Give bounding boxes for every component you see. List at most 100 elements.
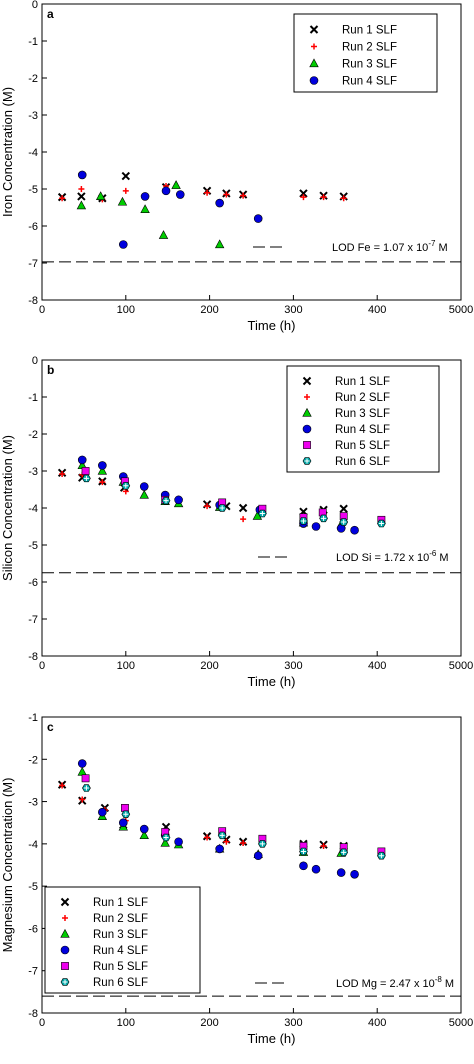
data-point xyxy=(81,467,90,475)
y-axis-label: Magnesium Concentration (M) xyxy=(0,778,15,953)
legend-label: Run 6 SLF xyxy=(335,456,390,468)
legend-marker xyxy=(61,962,69,970)
y-tick-label: -8 xyxy=(28,295,38,307)
panel-c: 0 100 200 300 400 5000 -1 -2 -3 -4 -5 -6 -7 -8 Time (h… xyxy=(0,712,473,1046)
data-point xyxy=(217,831,227,840)
x-tick-label: 0 xyxy=(39,660,45,672)
data-point xyxy=(59,470,66,477)
data-point xyxy=(339,504,348,513)
data-point xyxy=(299,189,308,198)
data-point xyxy=(258,509,267,518)
plot-frame xyxy=(41,716,462,1014)
data-point xyxy=(118,240,128,249)
y-tick-label: -2 xyxy=(28,429,38,441)
data-point xyxy=(350,870,359,879)
y-tick-label: -1 xyxy=(28,36,38,48)
data-point xyxy=(339,518,349,526)
data-point xyxy=(139,824,149,834)
y-tick-label: -8 xyxy=(28,651,38,663)
data-point xyxy=(59,195,66,202)
data-point xyxy=(121,482,131,490)
lod-label: LOD Si = 1.72 x 10-6 M xyxy=(336,549,449,564)
legend-label: Run 4 SLF xyxy=(335,424,390,436)
data-point xyxy=(320,842,327,849)
data-point xyxy=(118,818,128,828)
data-point xyxy=(238,503,248,513)
legend-label: Run 6 SLF xyxy=(93,977,148,989)
x-tick-label: 200 xyxy=(200,660,218,672)
x-tick-label: 100 xyxy=(117,304,135,316)
data-point xyxy=(299,861,308,871)
data-point xyxy=(240,192,247,199)
y-tick-label: -2 xyxy=(28,754,38,766)
data-point xyxy=(97,465,108,475)
legend: Run 1 SLF Run 2 SLF Run 3 SLF Run 4 SLF xyxy=(293,13,438,93)
legend-marker xyxy=(309,58,319,68)
panel-letter: c xyxy=(47,720,54,734)
data-point xyxy=(215,198,224,208)
data-point xyxy=(377,519,386,528)
y-tick-label: 0 xyxy=(32,0,38,11)
data-point xyxy=(76,200,87,210)
data-point xyxy=(82,474,91,483)
data-point xyxy=(121,810,131,819)
y-tick-label: -4 xyxy=(28,503,38,515)
legend-label: Run 4 SLF xyxy=(93,945,148,957)
legend-marker xyxy=(60,897,70,907)
data-point xyxy=(240,516,247,523)
legend-label: Run 1 SLF xyxy=(93,897,148,909)
legend-label: Run 4 SLF xyxy=(342,76,397,88)
data-point xyxy=(98,461,107,470)
x-tick-label: 5000 xyxy=(449,1017,473,1029)
x-tick-label: 100 xyxy=(117,660,135,672)
data-point xyxy=(204,834,211,841)
data-point xyxy=(160,837,170,847)
y-tick-label: -1 xyxy=(28,392,38,404)
panel-letter: b xyxy=(47,363,54,377)
data-point xyxy=(253,851,263,860)
data-point xyxy=(217,504,227,512)
data-point xyxy=(377,851,386,860)
legend-marker xyxy=(60,978,70,986)
legend-label: Run 2 SLF xyxy=(335,392,390,404)
legend-marker xyxy=(302,457,312,465)
x-tick-label: 0 xyxy=(39,304,45,316)
x-tick-label: 5000 xyxy=(449,660,473,672)
data-point xyxy=(99,479,106,486)
y-axis-label: Silicon Concentration (M) xyxy=(0,435,15,581)
panel-b: 0 100 200 300 400 5000 0 -1 -2 -3 -4 -5 -6 -7 -8 Time (… xyxy=(0,355,473,689)
data-point xyxy=(174,495,183,505)
data-point xyxy=(339,848,349,857)
data-point xyxy=(82,784,91,792)
legend-marker xyxy=(309,25,319,34)
legend-marker xyxy=(304,394,310,400)
x-tick-label: 400 xyxy=(368,1017,386,1029)
data-point xyxy=(77,170,87,180)
data-point xyxy=(311,522,321,531)
y-tick-label: -7 xyxy=(28,258,38,270)
data-point xyxy=(204,189,211,196)
legend-label: Run 1 SLF xyxy=(335,376,390,388)
data-point xyxy=(121,171,131,181)
y-tick-label: -8 xyxy=(28,1008,38,1020)
data-point xyxy=(117,196,128,206)
series-4 xyxy=(77,170,263,249)
data-point xyxy=(311,864,321,874)
data-point xyxy=(214,239,225,249)
lod-label: LOD Fe = 1.07 x 10-7 M xyxy=(332,239,448,254)
y-tick-label: -7 xyxy=(28,966,38,978)
legend-label: Run 5 SLF xyxy=(335,440,390,452)
legend-box xyxy=(44,886,201,994)
legend: Run 1 SLF Run 2 SLF Run 3 SLF Run 4 SLF Run … xyxy=(44,886,201,994)
y-tick-label: -4 xyxy=(28,839,38,851)
y-tick-label: 0 xyxy=(32,355,38,367)
x-tick-label: 5000 xyxy=(449,304,473,316)
legend: Run 1 SLF Run 2 SLF Run 3 SLF Run 4 SLF Run … xyxy=(286,365,440,473)
x-tick-label: 300 xyxy=(284,660,302,672)
data-point xyxy=(215,844,224,854)
x-tick-label: 400 xyxy=(368,304,386,316)
data-point xyxy=(77,455,87,465)
y-tick-label: -1 xyxy=(28,712,38,724)
data-point xyxy=(319,514,328,523)
